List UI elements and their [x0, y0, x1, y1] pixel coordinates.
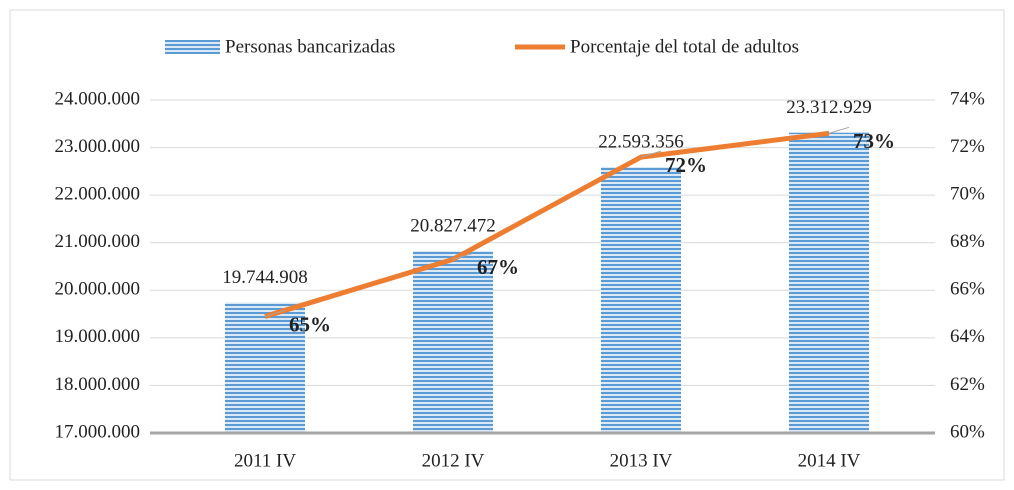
bar — [225, 302, 305, 433]
y2-tick-label: 64% — [950, 326, 985, 347]
y-tick-label: 21.000.000 — [55, 231, 141, 252]
y-tick-label: 22.000.000 — [55, 184, 141, 205]
leader-line — [640, 150, 662, 158]
line-value-label: 73% — [853, 129, 895, 153]
bar — [601, 166, 681, 433]
y2-tick-label: 72% — [950, 136, 985, 157]
y-tick-label: 23.000.000 — [55, 136, 141, 157]
y-tick-label: 17.000.000 — [55, 421, 141, 442]
y2-tick-label: 66% — [950, 279, 985, 300]
x-tick-label: 2011 IV — [234, 450, 296, 471]
legend-label: Porcentaje del total de adultos — [570, 36, 799, 57]
y-tick-label: 18.000.000 — [55, 374, 141, 395]
legend-swatch — [165, 40, 220, 54]
line-value-label: 65% — [289, 312, 331, 336]
y2-tick-label: 68% — [950, 231, 985, 252]
leader-line — [828, 126, 850, 134]
leader-line — [264, 309, 286, 317]
bar — [789, 132, 869, 434]
y-tick-label: 19.000.000 — [55, 326, 141, 347]
bar-value-label: 19.744.908 — [222, 267, 308, 288]
y-tick-label: 20.000.000 — [55, 279, 141, 300]
y2-tick-label: 62% — [950, 374, 985, 395]
line-value-label: 67% — [477, 255, 519, 279]
bar — [413, 250, 493, 433]
leader-line — [452, 252, 474, 260]
bar-value-label: 22.593.356 — [598, 131, 684, 152]
legend-label: Personas bancarizadas — [225, 36, 395, 57]
x-tick-label: 2014 IV — [798, 450, 861, 471]
line-value-label: 72% — [665, 153, 707, 177]
y-tick-label: 24.000.000 — [55, 88, 141, 109]
y2-tick-label: 70% — [950, 184, 985, 205]
bar-value-label: 20.827.472 — [410, 215, 496, 236]
line — [264, 130, 830, 319]
y2-tick-label: 60% — [950, 421, 985, 442]
x-tick-label: 2013 IV — [610, 450, 673, 471]
bar-value-label: 23.312.929 — [786, 97, 872, 118]
x-tick-label: 2012 IV — [422, 450, 485, 471]
y2-tick-label: 74% — [950, 88, 985, 109]
